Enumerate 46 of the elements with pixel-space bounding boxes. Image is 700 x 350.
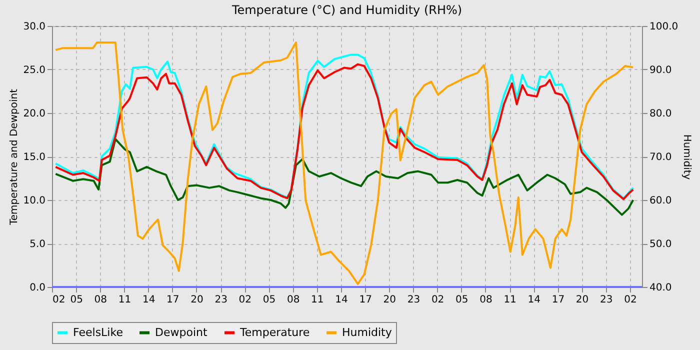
y-axis-title: Temperature and Dewpoint — [9, 88, 20, 226]
y-tick-label: 15.0 — [23, 152, 46, 163]
legend-label: Temperature — [239, 326, 310, 339]
x-tick-label: 02 — [431, 294, 444, 306]
y-tick-label: 5.0 — [30, 239, 46, 250]
x-tick-label: 17 — [166, 294, 180, 306]
x-tick-label: 02 — [624, 294, 637, 306]
x-tick-label: 05 — [262, 294, 276, 306]
y-tick-label: 10.0 — [23, 196, 46, 206]
x-tick-label: 20 — [576, 294, 589, 306]
x-tick-label: 08 — [94, 294, 108, 306]
y2-tick-label: 60.0 — [650, 196, 672, 206]
y2-tick-label: 50.0 — [650, 239, 672, 250]
x-tick-label: 11 — [118, 294, 132, 306]
x-tick-label: 14 — [528, 294, 540, 306]
y2-tick-label: 70.0 — [650, 152, 672, 163]
x-tick-label: 23 — [600, 294, 613, 306]
x-tick-label: 17 — [359, 294, 372, 306]
x-tick-label: 14 — [142, 294, 156, 306]
y2-tick-label: 40.0 — [650, 282, 672, 294]
x-tick-label: 23 — [407, 294, 420, 306]
y-tick-label: 0.0 — [30, 282, 46, 294]
legend-label: Dewpoint — [155, 326, 208, 339]
legend-label: FeelsLike — [73, 326, 124, 339]
y-tick-label: 30.0 — [23, 22, 46, 32]
y2-tick-label: 100.0 — [650, 22, 678, 32]
x-tick-label: 20 — [383, 294, 396, 306]
x-tick-label: 20 — [190, 294, 204, 306]
y2-tick-label: 90.0 — [650, 65, 672, 76]
x-tick-label: 02 — [52, 294, 66, 306]
y2-tick-label: 80.0 — [650, 108, 672, 120]
x-tick-label: 14 — [335, 294, 348, 306]
chart-title: Temperature (°C) and Humidity (RH%) — [230, 3, 462, 17]
x-tick-label: 02 — [238, 294, 252, 306]
x-tick-label: 05 — [70, 294, 83, 306]
x-tick-label: 11 — [311, 294, 324, 306]
y2-axis-title: Humidity — [681, 134, 692, 180]
x-tick-label: 05 — [456, 294, 468, 306]
x-tick-label: 23 — [214, 294, 228, 306]
x-tick-label: 08 — [286, 294, 300, 306]
x-tick-label: 08 — [480, 294, 492, 306]
legend-label: Humidity — [342, 326, 392, 339]
y-tick-label: 25.0 — [23, 65, 46, 76]
x-tick-label: 11 — [504, 294, 516, 306]
y-tick-label: 20.0 — [23, 108, 46, 120]
x-tick-label: 17 — [552, 294, 565, 306]
